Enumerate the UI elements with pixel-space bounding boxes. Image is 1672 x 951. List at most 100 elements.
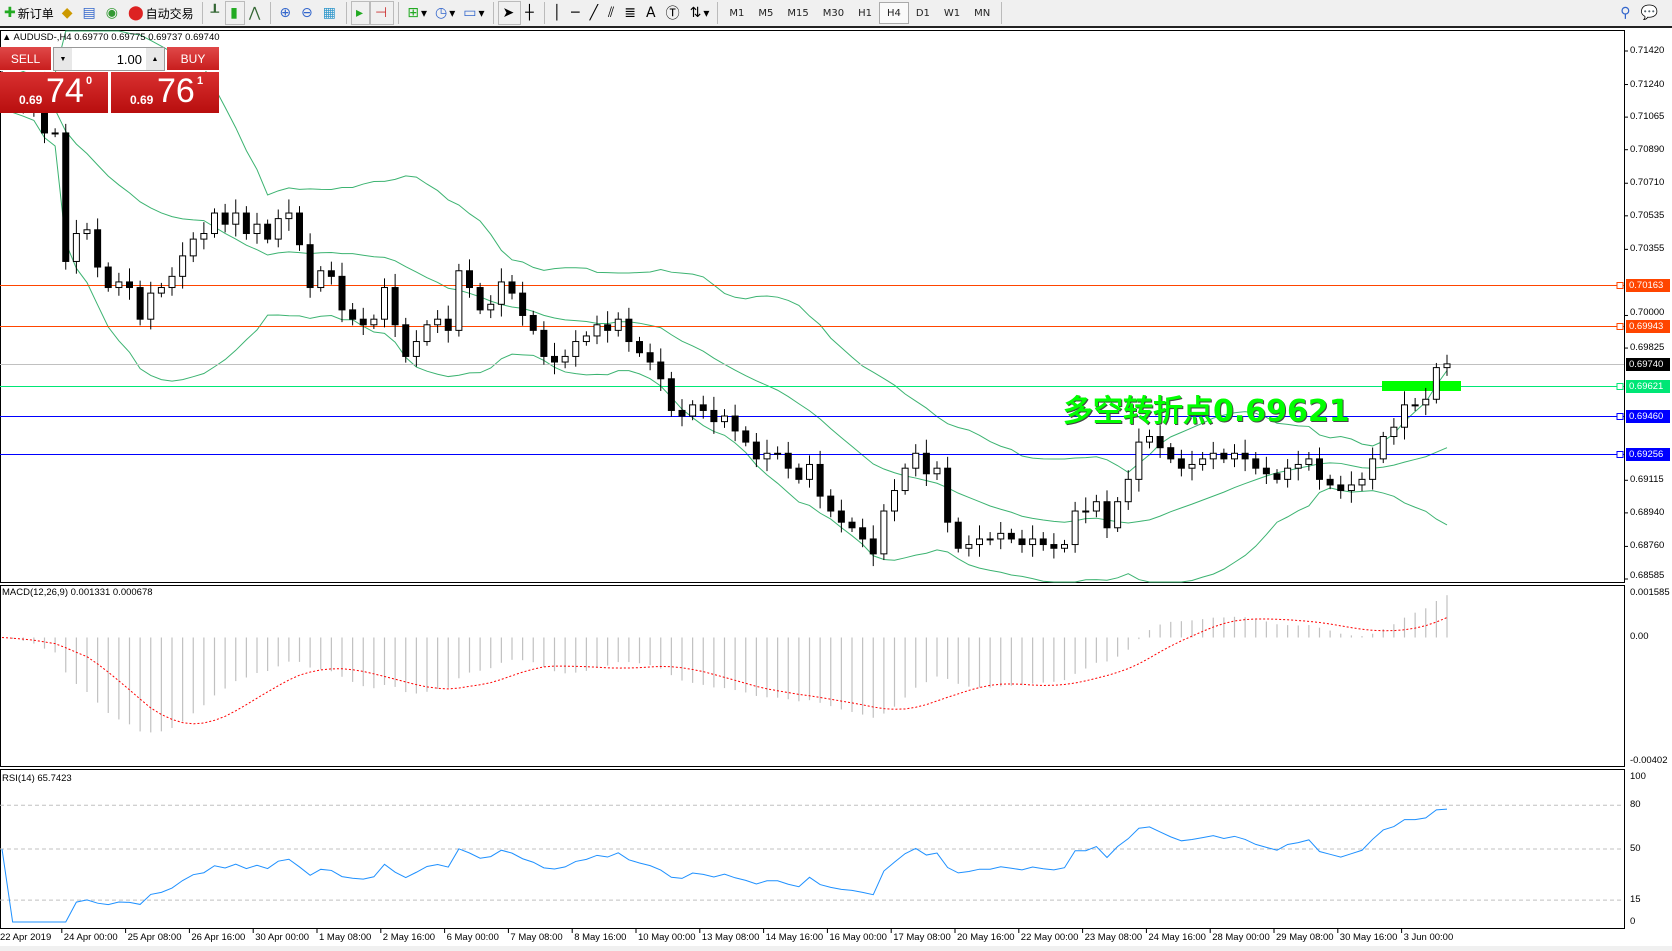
candle-body [529,314,537,331]
templates-button[interactable]: ▭ ▾ [463,5,485,21]
candle-body [1369,458,1377,480]
trendline-button[interactable]: ╱ [586,1,604,25]
price-axis-label: 0.71420 [1630,45,1665,56]
time-axis-label: 26 Apr 16:00 [191,932,246,943]
candlestick-button[interactable]: ▮ [225,1,245,25]
one-click-trading-panel: SELL ▼ 1.00 ▲ BUY 0.69 74 0 0.69 76 1 [0,47,219,113]
auto-trading-button[interactable]: ⬤ 自动交易 [124,1,198,25]
sell-price-pips: 74 [46,72,84,110]
indicators-icon: ⊞ [407,5,419,21]
decrease-lots-icon[interactable]: ▼ [54,48,72,70]
status-strip [0,946,1672,951]
increase-lots-icon[interactable]: ▲ [146,48,164,70]
price-line-label: 0.69943 [1626,320,1670,333]
tile-windows-button[interactable]: ▦ [319,1,342,25]
lots-stepper[interactable]: ▼ 1.00 ▲ [53,47,165,71]
separator [717,2,719,24]
candle-body [1379,436,1387,460]
candle-body [1092,501,1100,512]
zoom-in-button[interactable]: ⊕ [275,1,297,25]
arrows-button[interactable]: ⇅ ▾ [689,5,710,21]
candle-body [306,244,314,289]
candle-body [944,467,952,523]
search-button[interactable]: ⚲ [1616,1,1636,25]
timeframe-w1[interactable]: W1 [943,7,961,19]
collapse-triangle-icon[interactable]: ▲ [2,32,14,43]
candle-body [731,415,739,432]
new-order-button[interactable]: ✚ 新订单 [0,1,58,25]
candle-body [1177,458,1185,469]
timeframe-m5[interactable]: M5 [758,7,774,19]
candlestick-icon: ▮ [230,5,238,21]
time-axis-label: 8 May 16:00 [574,932,627,943]
sell-price-box[interactable]: 0.69 74 0 [0,72,108,113]
timeframe-bar: M1 M5 M15 M30 H1 H4 D1 W1 MN [722,2,997,24]
candle-body [997,532,1005,540]
timeframe-h1[interactable]: H1 [858,7,872,19]
candle-body [466,270,473,289]
candle-body [551,355,558,363]
zoom-out-button[interactable]: ⊖ [297,1,319,25]
timeframe-m15[interactable]: M15 [787,7,809,19]
candle-body [1305,458,1313,465]
macd-signal-line [1,617,1448,725]
crosshair-button[interactable]: ┼ [521,1,539,25]
time-axis-label: 17 May 08:00 [893,932,951,943]
candle-body [827,495,835,512]
chat-button[interactable]: 💬 [1637,1,1664,25]
vertical-line-button[interactable]: │ [549,1,567,25]
candle-body [625,318,633,343]
separator [398,2,400,24]
candle-body [667,378,675,411]
periods-button[interactable]: ◷ ▾ [435,5,456,21]
candle-body [147,292,155,320]
sell-button[interactable]: SELL [0,47,51,71]
time-axis-label: 16 May 00:00 [829,932,887,943]
horizontal-line-button[interactable]: ─ [567,1,585,25]
time-axis-label: 22 May 00:00 [1020,932,1079,943]
line-handle-icon [1616,282,1624,289]
candle-body [296,212,303,246]
candle-body [1390,426,1398,438]
candle-body [1252,458,1260,469]
cursor-button[interactable]: ➤ [497,1,522,25]
time-axis-label: 2 May 16:00 [382,932,436,943]
pivot-annotation[interactable]: 多空转折点0.69621 [1063,394,1350,429]
time-axis-label: 1 May 08:00 [319,932,372,943]
text-button[interactable]: A [642,1,662,25]
candle-body [1284,467,1292,480]
candle-body [359,318,367,326]
price-axis-label: 0.68940 [1630,507,1665,518]
navigator-button[interactable]: ◉ [102,1,124,25]
chart-shift-button[interactable]: ⊣ [370,1,395,25]
sell-price-fraction: 0 [86,75,93,87]
auto-scroll-button[interactable]: ▸ [351,1,371,25]
lots-input[interactable]: 1.00 [116,51,142,67]
text-label-button[interactable]: Ⓣ [662,1,686,25]
buy-price-box[interactable]: 0.69 76 1 [111,72,219,113]
data-window-button[interactable]: ▤ [79,1,102,25]
timeframe-h4[interactable]: H4 [878,2,909,24]
candle-body [1199,458,1207,465]
candle-body [837,510,845,523]
timeframe-m30[interactable]: M30 [822,7,845,19]
candle-body [1231,452,1238,460]
new-order-icon: ✚ [4,5,16,21]
bar-chart-button[interactable]: ┸ [207,1,225,25]
auto-trading-label: 自动交易 [145,6,194,21]
candle-body [1135,441,1143,480]
data-window-icon: ▤ [82,5,96,21]
market-watch-button[interactable]: ◆ [58,1,79,25]
candle-body [1294,463,1302,469]
fibonacci-fan-button[interactable]: ⫽ [604,1,620,25]
market-watch-icon: ◆ [61,5,73,21]
timeframe-mn[interactable]: MN [974,7,991,19]
timeframe-m1[interactable]: M1 [729,7,745,19]
line-chart-button[interactable]: ⋀ [245,1,266,25]
buy-button[interactable]: BUY [167,47,219,71]
symbol-quote: AUDUSD-,H4 0.69770 0.69775 0.69737 0.697… [13,32,220,43]
indicators-button[interactable]: ⊞ ▾ [407,5,428,21]
fibonacci-retracement-button[interactable]: ≣ [620,1,642,25]
timeframe-d1[interactable]: D1 [915,7,930,19]
